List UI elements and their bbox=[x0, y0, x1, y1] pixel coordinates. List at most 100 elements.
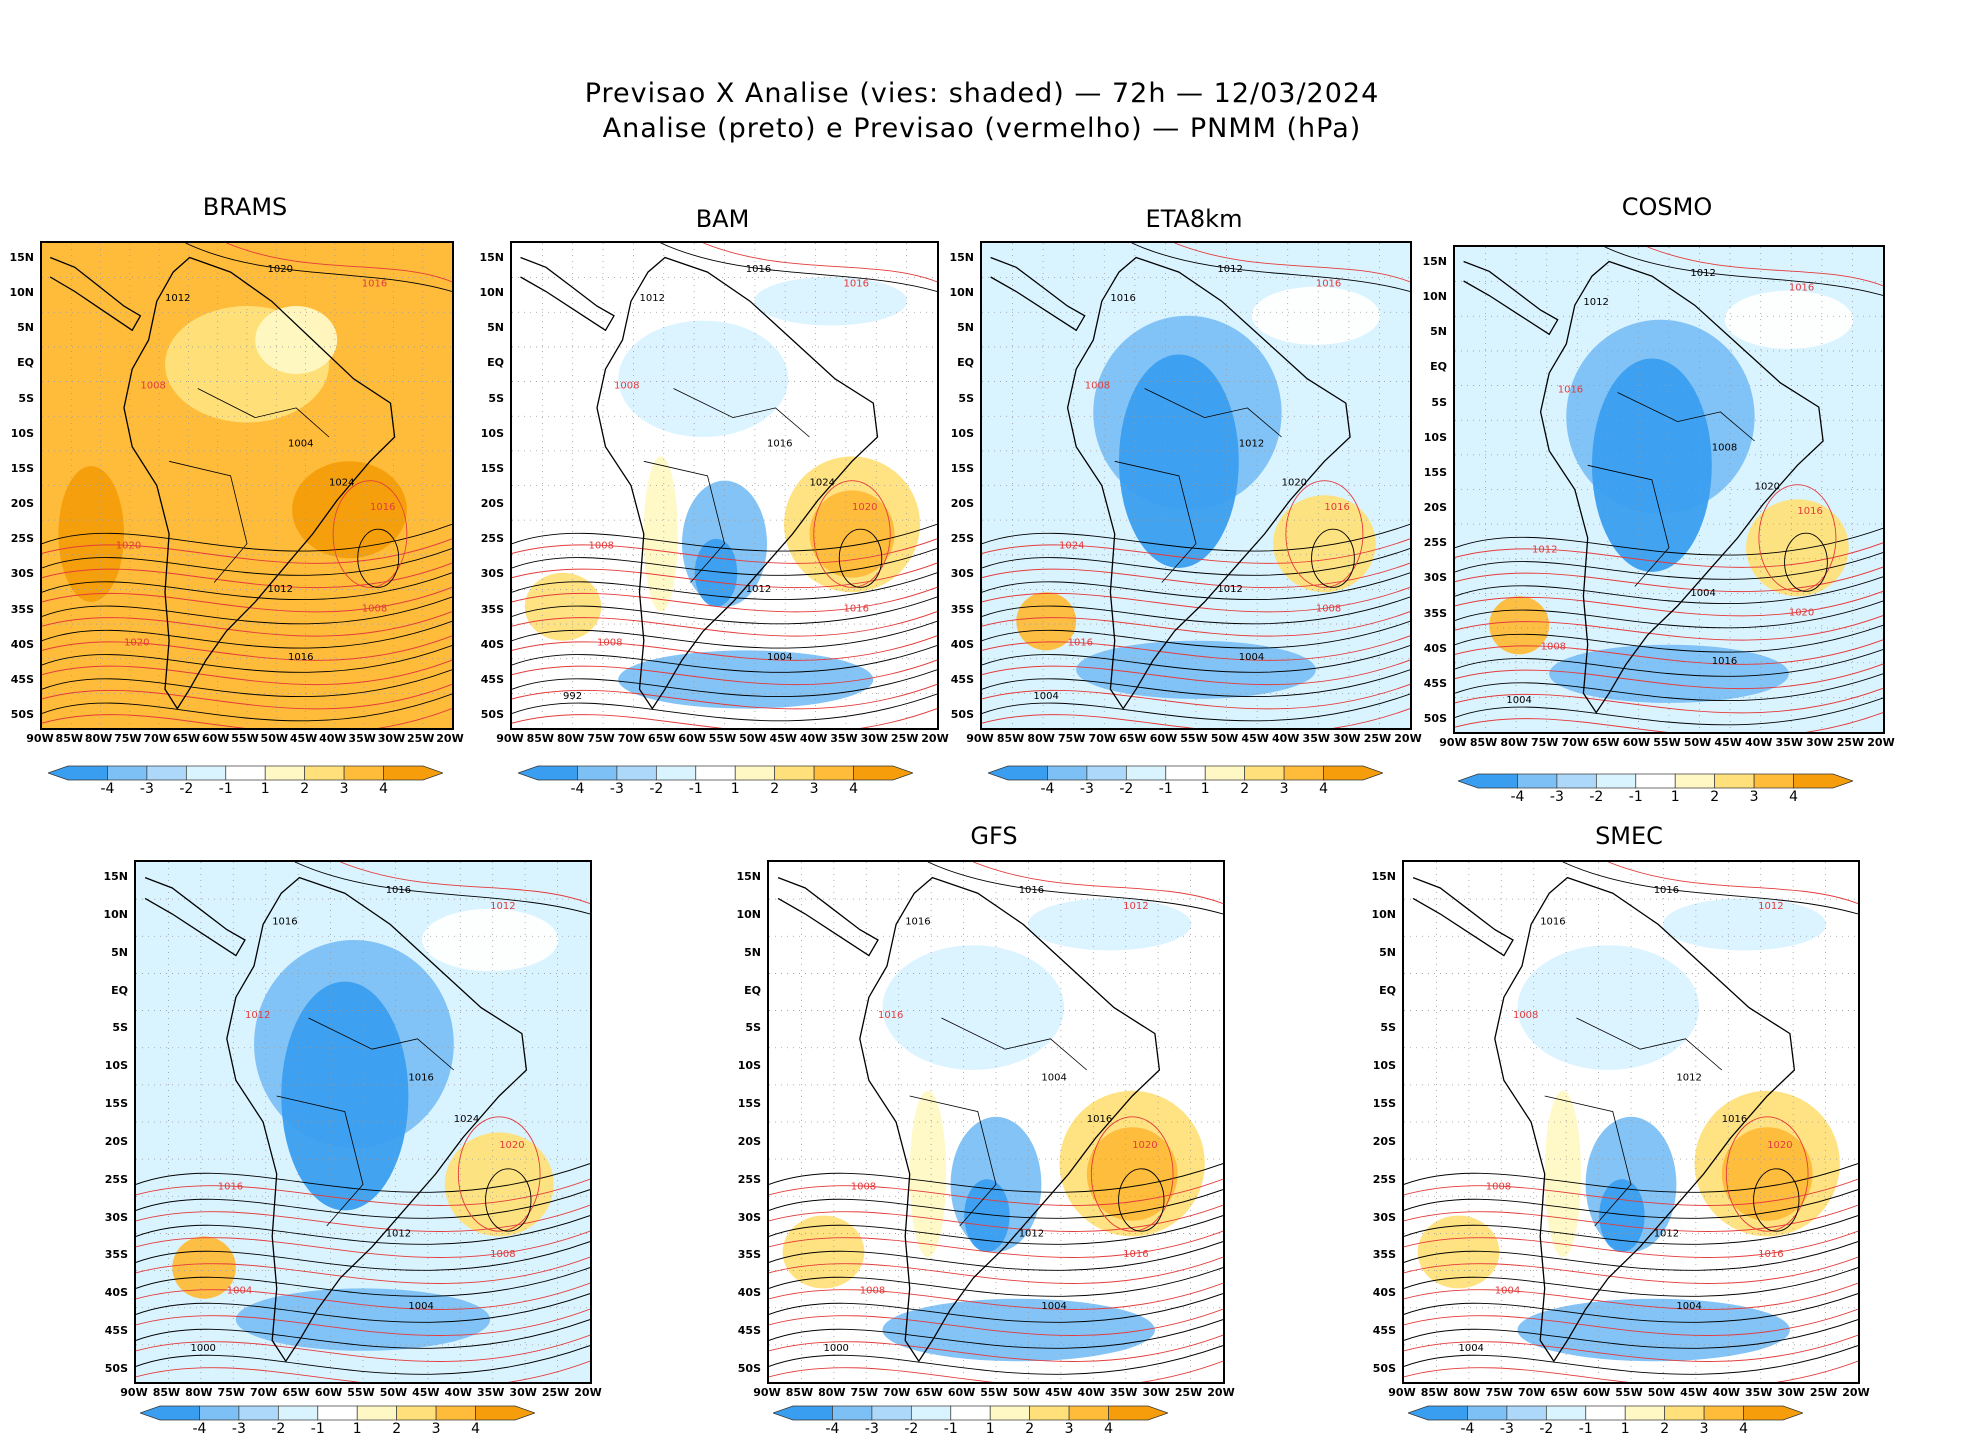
longitude-label: 55W bbox=[1653, 736, 1681, 749]
forecast-isobar bbox=[1758, 484, 1837, 592]
colorbar-swatch bbox=[1517, 773, 1558, 789]
isobar-label: 1004 bbox=[1458, 1343, 1483, 1354]
colorbar-swatch bbox=[1674, 773, 1716, 789]
colorbar-label: -1 bbox=[1628, 789, 1643, 805]
longitude-label: 70W bbox=[617, 732, 646, 745]
colorbar-label: -4 bbox=[1040, 781, 1055, 797]
longitude-label: 90W bbox=[966, 732, 994, 745]
isobar-label: 1016 bbox=[1123, 1249, 1148, 1260]
isobar-label: 1012 bbox=[386, 1228, 411, 1239]
coastline bbox=[1463, 260, 1559, 336]
latitude-label: 40S bbox=[950, 637, 974, 651]
colorbar-swatch bbox=[986, 765, 1048, 781]
longitude-label: 70W bbox=[1088, 732, 1117, 745]
isobar-label: 1016 bbox=[1316, 279, 1341, 290]
colorbar-label: 4 bbox=[1104, 1421, 1114, 1437]
longitude-label: 20W bbox=[574, 1386, 602, 1399]
forecast-isobar bbox=[1285, 480, 1364, 588]
isobar-label: 1020 bbox=[1789, 608, 1814, 619]
forecast-isobar bbox=[42, 683, 452, 710]
panel-title: GFS bbox=[970, 822, 1018, 850]
colorbar-label: -2 bbox=[1539, 1421, 1554, 1437]
longitude-label: 45W bbox=[289, 732, 318, 745]
latitude-label: 15N bbox=[1371, 870, 1396, 883]
colorbar-label: 3 bbox=[1699, 1421, 1709, 1437]
longitude-label: 20W bbox=[1867, 736, 1895, 749]
colorbar-swatch bbox=[1283, 765, 1324, 781]
latitude-label: 35S bbox=[950, 602, 974, 616]
latitude-label: 5N bbox=[1430, 325, 1447, 339]
analysis-isobar bbox=[136, 1163, 590, 1193]
isobar-label: 1016 bbox=[370, 502, 395, 513]
bias-map: 1016 1012 1016 1012 1016 1020 1024 1016 1012 1008… bbox=[136, 862, 590, 1382]
bias-shading bbox=[1662, 898, 1827, 951]
panel-title: BAM bbox=[695, 205, 750, 233]
latitude-label: 40S bbox=[737, 1286, 761, 1300]
colorbar-label: -3 bbox=[139, 781, 154, 797]
bias-map: 1016 1012 1016 1016 1004 1020 1016 1008 1012 1016… bbox=[769, 862, 1223, 1382]
forecast-isobar bbox=[226, 243, 452, 283]
longitude-label: 40W bbox=[799, 732, 828, 745]
longitude-label: 20W bbox=[1394, 732, 1422, 745]
bias-shading bbox=[1591, 358, 1712, 572]
longitude-label: 25W bbox=[1836, 736, 1865, 749]
isobar-label: 1008 bbox=[362, 604, 387, 615]
latitude-label: 5N bbox=[744, 945, 761, 959]
colorbar-swatch bbox=[1047, 765, 1088, 781]
colorbar-label: -2 bbox=[271, 1421, 286, 1437]
latitude-label: 45S bbox=[1372, 1324, 1396, 1338]
longitude-label: 30W bbox=[860, 732, 889, 745]
isobar-label: 1024 bbox=[329, 478, 354, 489]
analysis-isobar bbox=[1404, 1267, 1858, 1297]
latitude-label: 10S bbox=[104, 1059, 128, 1073]
latitude-label: 10S bbox=[480, 426, 504, 440]
isobar-label: 1004 bbox=[767, 652, 792, 663]
isobar-label: 1012 bbox=[1532, 545, 1557, 556]
forecast-isobar bbox=[136, 1360, 590, 1382]
forecast-isobar bbox=[1404, 1334, 1858, 1362]
analysis-isobar bbox=[769, 1293, 1223, 1323]
colorbar-label: 1 bbox=[1670, 789, 1680, 805]
bias-shading bbox=[754, 276, 908, 326]
colorbar-swatch bbox=[695, 765, 736, 781]
bias-shading bbox=[1721, 1127, 1813, 1221]
bias-shading bbox=[882, 945, 1065, 1070]
latitude-label: 15N bbox=[9, 251, 34, 264]
colorbar-swatch bbox=[1556, 773, 1597, 789]
coastline bbox=[596, 256, 879, 710]
colorbar-label: -2 bbox=[1589, 789, 1604, 805]
forecast-isobar bbox=[1404, 1360, 1858, 1382]
isobar-label: 1020 bbox=[499, 1140, 524, 1151]
colorbar-swatch bbox=[813, 765, 854, 781]
colorbar-swatch bbox=[46, 765, 108, 781]
analysis-isobar bbox=[1311, 528, 1355, 588]
border-line bbox=[1544, 1095, 1632, 1227]
longitude-label: 80W bbox=[84, 732, 113, 745]
border-line bbox=[1114, 460, 1197, 583]
forecast-isobar bbox=[136, 1230, 590, 1258]
forecast-isobar bbox=[973, 862, 1223, 905]
map-panel: 1016 1012 1016 1008 1012 1020 1016 1008 1012 1016… bbox=[1402, 860, 1860, 1384]
forecast-isobar bbox=[769, 1360, 1223, 1382]
isobar-label: 1020 bbox=[116, 541, 141, 552]
forecast-isobar bbox=[136, 1178, 590, 1206]
longitude-label: 25W bbox=[1174, 1386, 1203, 1399]
colorbar-swatch bbox=[1793, 773, 1855, 789]
forecast-isobar bbox=[1725, 1116, 1809, 1232]
isobar-label: 1008 bbox=[1541, 642, 1566, 653]
latitude-label: 15S bbox=[480, 461, 504, 475]
isobar-label: 1008 bbox=[614, 381, 639, 392]
colorbar-label: -4 bbox=[100, 781, 115, 797]
colorbar-swatch bbox=[277, 1405, 319, 1421]
forecast-isobar bbox=[769, 1334, 1223, 1362]
longitude-label: 50W bbox=[739, 732, 767, 745]
latitude-label: 25S bbox=[1372, 1172, 1396, 1186]
latitude-label: 25S bbox=[10, 532, 34, 546]
longitude-label: 40W bbox=[319, 732, 347, 745]
colorbar-swatches bbox=[986, 765, 1385, 781]
longitude-label: 80W bbox=[1500, 736, 1528, 749]
colorbar-swatches bbox=[1406, 1405, 1805, 1421]
latitude-label: 20S bbox=[104, 1134, 128, 1148]
colorbar-swatch bbox=[107, 765, 148, 781]
longitude-label: 85W bbox=[152, 1386, 181, 1399]
